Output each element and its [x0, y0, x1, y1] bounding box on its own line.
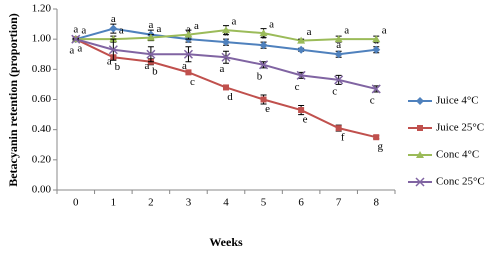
legend-label: Conc 4°C — [436, 149, 479, 161]
significance-letter: a — [111, 13, 116, 25]
significance-letter: e — [303, 114, 308, 126]
significance-letter: a — [220, 63, 225, 75]
significance-letter: b — [115, 61, 121, 73]
marker — [185, 69, 192, 76]
significance-letter: a — [81, 25, 86, 37]
x-tick-label: 1 — [111, 197, 117, 209]
marker — [108, 45, 118, 55]
marker — [372, 35, 381, 43]
significance-letter: a — [307, 26, 312, 38]
marker — [259, 29, 268, 37]
marker — [372, 45, 381, 54]
y-tick-label: 1.20 — [32, 3, 52, 15]
x-tick-label: 8 — [373, 197, 379, 209]
marker — [146, 33, 155, 41]
marker — [334, 50, 343, 59]
marker — [297, 36, 306, 44]
marker — [334, 75, 344, 85]
legend-label: Juice 25°C — [436, 122, 484, 134]
marker — [259, 41, 268, 50]
marker — [297, 45, 306, 54]
significance-letter: a — [144, 60, 149, 72]
x-tick-label: 2 — [148, 197, 154, 209]
marker — [296, 70, 306, 80]
x-tick-label: 3 — [186, 197, 192, 209]
marker — [416, 97, 424, 105]
y-tick-label: 1.00 — [32, 33, 52, 45]
marker — [222, 38, 230, 47]
significance-letter: b — [257, 70, 263, 82]
y-axis-label: Betacyanin retention (proportion) — [6, 13, 20, 187]
significance-letter: a — [344, 25, 349, 37]
legend-label: Juice 4°C — [436, 95, 479, 107]
marker — [259, 60, 269, 70]
marker — [298, 107, 305, 114]
significance-letter: a — [73, 24, 78, 36]
significance-letter: a — [182, 60, 187, 72]
significance-letter: c — [190, 76, 195, 88]
marker — [223, 84, 229, 91]
significance-letter: a — [194, 20, 199, 32]
significance-letter: a — [336, 39, 341, 51]
marker — [146, 49, 156, 59]
marker — [71, 34, 81, 44]
significance-letter: a — [232, 16, 237, 28]
x-tick-label: 4 — [223, 197, 229, 209]
marker — [415, 177, 425, 187]
significance-letter: a — [156, 23, 161, 35]
marker — [222, 26, 230, 34]
series-line — [75, 38, 377, 90]
significance-letter: a — [69, 45, 74, 57]
significance-letter: c — [332, 85, 337, 97]
legend-label: Conc 25°C — [436, 176, 485, 188]
significance-letter: d — [227, 91, 233, 103]
y-tick-label: 0.40 — [32, 123, 52, 135]
significance-letter: f — [341, 132, 345, 144]
x-tick-label: 5 — [261, 197, 267, 209]
y-tick-label: 0.60 — [32, 93, 52, 105]
significance-letter: g — [377, 141, 383, 153]
x-tick-label: 6 — [298, 197, 304, 209]
y-tick-label: 0.80 — [32, 63, 52, 75]
significance-letter: b — [152, 65, 158, 77]
marker — [183, 49, 193, 59]
significance-letter: c — [295, 81, 300, 93]
marker — [334, 35, 343, 43]
x-tick-label: 7 — [336, 197, 342, 209]
marker — [184, 30, 193, 38]
significance-letter: e — [265, 103, 270, 115]
y-tick-label: 0.00 — [32, 184, 52, 196]
significance-letter: a — [119, 25, 124, 37]
marker — [416, 151, 424, 158]
significance-letter: a — [382, 25, 387, 37]
marker — [221, 52, 231, 62]
marker — [335, 125, 342, 132]
marker — [373, 134, 380, 141]
marker — [260, 96, 267, 103]
x-tick-label: 0 — [73, 197, 79, 209]
x-axis-label: Weeks — [209, 235, 243, 249]
significance-letter: a — [148, 19, 153, 31]
significance-letter: a — [269, 19, 274, 31]
significance-letter: c — [370, 94, 375, 106]
marker — [109, 24, 118, 33]
marker — [371, 84, 381, 94]
significance-letter: a — [107, 55, 112, 67]
marker — [417, 125, 423, 131]
y-tick-label: 0.20 — [32, 153, 52, 165]
significance-letter: a — [77, 43, 82, 55]
